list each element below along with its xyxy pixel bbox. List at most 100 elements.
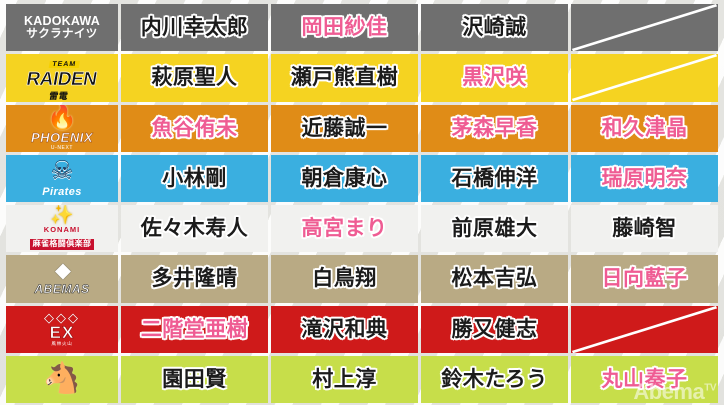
- player-name: 丸山奏子: [601, 367, 688, 391]
- player-cell[interactable]: 前原雄大: [421, 205, 568, 253]
- phoenix-bird-icon: 🔥: [47, 104, 77, 131]
- player-cell[interactable]: 園田賢: [121, 355, 268, 403]
- horse-icon: 🐴: [43, 362, 81, 396]
- player-cell[interactable]: 多井隆晴: [121, 255, 268, 303]
- player-cell[interactable]: 茅森早香: [421, 104, 568, 152]
- team-name-line1: EX: [49, 323, 75, 343]
- player-name: 二階堂亜樹: [140, 317, 249, 341]
- team-cell-u-next-phoenix[interactable]: 🔥 PHOENIX U-NEXT: [6, 104, 118, 152]
- team-cell-akasaka-drivens-pirates[interactable]: ☠ Pirates: [6, 154, 118, 202]
- player-cell[interactable]: 和久津晶: [571, 104, 718, 152]
- player-name: 瀬戸熊直樹: [290, 66, 399, 90]
- player-cell[interactable]: 白鳥翔: [271, 255, 418, 303]
- player-name: 前原雄大: [451, 217, 538, 241]
- player-name: 藤崎智: [612, 217, 677, 241]
- team-cell-konami-mahjong-fight-club[interactable]: ✨ KONAMI 麻雀格闘倶楽部: [6, 205, 118, 253]
- team-cell-ex-fuudora[interactable]: ◇◇◇ EX 風林火山: [6, 305, 118, 353]
- team-logo-pirates: ☠ Pirates: [6, 155, 118, 202]
- team-logo-phoenix: 🔥 PHOENIX U-NEXT: [6, 105, 118, 152]
- team-cell-shibuya-abemas[interactable]: ◆ ABEMAS: [6, 255, 118, 303]
- team-name-line2: RAIDEN: [24, 69, 99, 91]
- player-name: 日向藍子: [601, 267, 688, 291]
- player-name: 魚谷侑未: [151, 116, 238, 140]
- player-name: 松本吉弘: [451, 267, 538, 291]
- player-cell[interactable]: 佐々木寿人: [121, 205, 268, 253]
- player-cell[interactable]: 村上淳: [271, 355, 418, 403]
- player-name: 和久津晶: [601, 116, 688, 140]
- team-name-line2: サクラナイツ: [26, 28, 98, 41]
- player-cell[interactable]: 小林剛: [121, 154, 268, 202]
- team-logo-konami: ✨ KONAMI 麻雀格闘倶楽部: [6, 205, 118, 252]
- player-name: 滝沢和典: [301, 317, 388, 341]
- player-cell[interactable]: 岡田紗佳: [271, 4, 418, 52]
- player-name: 鈴木たろう: [441, 367, 548, 391]
- player-name: 沢崎誠: [462, 16, 527, 40]
- team-name-line1: TEAM: [48, 61, 80, 69]
- player-name: 園田賢: [162, 367, 227, 391]
- player-cell-empty[interactable]: [571, 305, 718, 353]
- table-row: ☠ Pirates 小林剛 朝倉康心 石橋伸洋 瑞原明奈: [6, 154, 718, 202]
- player-name: 近藤誠一: [301, 116, 388, 140]
- player-cell[interactable]: 藤崎智: [571, 205, 718, 253]
- team-name-line2: 麻雀格闘倶楽部: [29, 239, 95, 250]
- player-name: 朝倉康心: [301, 166, 388, 190]
- player-name: 黒沢咲: [462, 66, 527, 90]
- team-name-line2: Pirates: [42, 186, 82, 199]
- player-name: 小林剛: [162, 166, 227, 190]
- team-logo-abemas: ◆ ABEMAS: [6, 255, 118, 302]
- player-name: 佐々木寿人: [140, 217, 249, 241]
- player-cell[interactable]: 松本吉弘: [421, 255, 568, 303]
- empty-slash-icon: [571, 4, 718, 52]
- player-name: 内川幸太郎: [140, 16, 249, 40]
- player-name: 瑞原明奈: [601, 166, 688, 190]
- player-cell[interactable]: 滝沢和典: [271, 305, 418, 353]
- player-name: 茅森早香: [451, 116, 538, 140]
- player-name: 高宮まり: [301, 217, 388, 241]
- player-cell[interactable]: 黒沢咲: [421, 54, 568, 102]
- table-row: 🔥 PHOENIX U-NEXT 魚谷侑未 近藤誠一 茅森早香 和久津晶: [6, 104, 718, 152]
- player-name: 萩原聖人: [151, 66, 238, 90]
- team-name-line1: KONAMI: [43, 225, 81, 235]
- player-cell[interactable]: 鈴木たろう: [421, 355, 568, 403]
- player-cell[interactable]: 石橋伸洋: [421, 154, 568, 202]
- player-name: 岡田紗佳: [301, 16, 388, 40]
- table-row: ◇◇◇ EX 風林火山 二階堂亜樹 滝沢和典 勝又健志: [6, 305, 718, 353]
- player-cell[interactable]: 内川幸太郎: [121, 4, 268, 52]
- player-cell[interactable]: 二階堂亜樹: [121, 305, 268, 353]
- pirate-skull-icon: ☠: [50, 155, 74, 186]
- player-cell[interactable]: 勝又健志: [421, 305, 568, 353]
- team-name-line1: U-NEXT: [50, 144, 74, 151]
- wing-icon: ✨: [50, 205, 74, 227]
- table-row: TEAM RAIDEN 雷電 萩原聖人 瀬戸熊直樹 黒沢咲: [6, 54, 718, 102]
- team-cell-kadokawa-sakuranights[interactable]: KADOKAWA サクラナイツ: [6, 4, 118, 52]
- team-name-line1: KADOKAWA: [24, 13, 100, 28]
- player-cell-empty[interactable]: [571, 54, 718, 102]
- team-cell-akasaka-drivens[interactable]: 🐴: [6, 355, 118, 403]
- empty-slash-icon: [571, 54, 718, 102]
- team-logo-ex: ◇◇◇ EX 風林火山: [6, 306, 118, 353]
- team-name-line2: PHOENIX: [30, 129, 93, 145]
- empty-slash-icon: [571, 305, 718, 353]
- player-cell[interactable]: 近藤誠一: [271, 104, 418, 152]
- table-row: ◆ ABEMAS 多井隆晴 白鳥翔 松本吉弘 日向藍子: [6, 255, 718, 303]
- team-name-line2: 風林火山: [51, 341, 73, 347]
- team-logo-raiden: TEAM RAIDEN 雷電: [6, 54, 118, 101]
- player-cell-empty[interactable]: [571, 4, 718, 52]
- team-cell-team-raiden[interactable]: TEAM RAIDEN 雷電: [6, 54, 118, 102]
- diamond-row-icon: ◇◇◇: [44, 310, 80, 326]
- player-cell[interactable]: 沢崎誠: [421, 4, 568, 52]
- player-name: 村上淳: [312, 367, 377, 391]
- player-cell[interactable]: 朝倉康心: [271, 154, 418, 202]
- player-cell[interactable]: 日向藍子: [571, 255, 718, 303]
- player-cell[interactable]: 丸山奏子: [571, 355, 718, 403]
- player-cell[interactable]: 瀬戸熊直樹: [271, 54, 418, 102]
- team-logo-sakuranights: KADOKAWA サクラナイツ: [6, 4, 118, 51]
- player-cell[interactable]: 魚谷侑未: [121, 104, 268, 152]
- player-cell[interactable]: 高宮まり: [271, 205, 418, 253]
- player-cell[interactable]: 萩原聖人: [121, 54, 268, 102]
- diamond-icon: ◆: [54, 259, 71, 283]
- team-name-line2: ABEMAS: [34, 282, 90, 297]
- team-logo-drivens: 🐴: [6, 356, 118, 403]
- player-cell[interactable]: 瑞原明奈: [571, 154, 718, 202]
